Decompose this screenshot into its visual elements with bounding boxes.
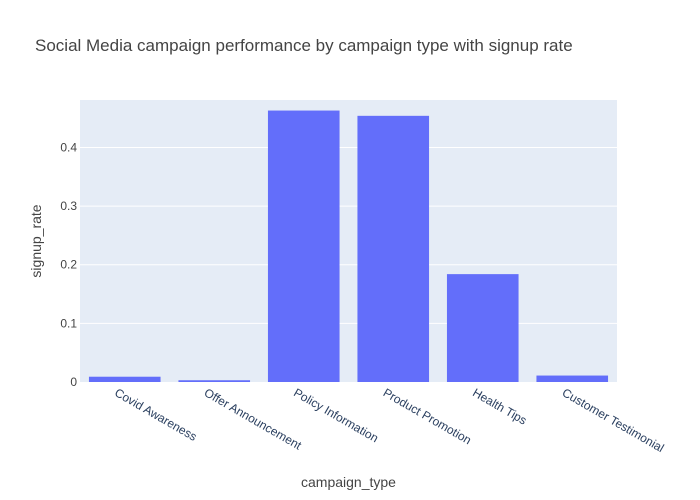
y-tick-label: 0.4	[60, 140, 77, 154]
x-tick-label: Offer Announcement	[202, 385, 305, 452]
bar[interactable]	[267, 110, 340, 383]
bar[interactable]	[357, 115, 430, 382]
x-tick-label: Covid Awareness	[112, 385, 199, 443]
chart-title: Social Media campaign performance by cam…	[35, 36, 573, 55]
x-tick-label: Customer Testimonial	[560, 385, 667, 455]
y-tick-label: 0.2	[60, 258, 77, 272]
bar-series	[88, 110, 609, 383]
y-axis-title: signup_rate	[28, 204, 44, 277]
y-gridlines	[80, 146, 617, 324]
x-tick-label: Product Promotion	[381, 385, 474, 447]
bar[interactable]	[88, 376, 161, 382]
bar[interactable]	[536, 375, 609, 382]
y-tick-label: 0	[70, 375, 77, 389]
x-tick-label: Health Tips	[470, 385, 529, 427]
y-tick-label: 0.1	[60, 316, 77, 330]
x-axis-title: campaign_type	[301, 474, 396, 490]
x-axis-ticks: Covid Awareness Offer AnnouncementPolicy …	[112, 385, 666, 455]
y-tick-label: 0.3	[60, 199, 77, 213]
bar[interactable]	[178, 380, 251, 382]
bar[interactable]	[446, 274, 519, 382]
x-tick-label: Policy Information	[291, 385, 381, 445]
plot-background	[80, 100, 617, 382]
y-axis-ticks: 0 0.1 0.2 0.3 0.4	[60, 140, 77, 389]
